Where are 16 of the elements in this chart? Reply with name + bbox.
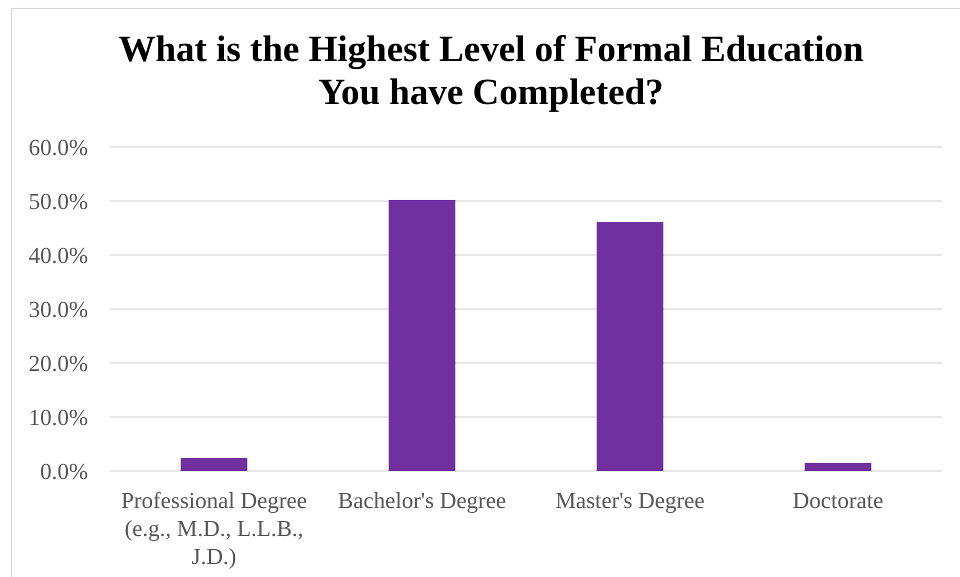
bar <box>388 200 456 471</box>
y-tick-label: 10.0% <box>28 405 88 430</box>
y-tick-label: 50.0% <box>28 189 88 214</box>
bar <box>804 462 872 471</box>
y-tick-label: 40.0% <box>28 243 88 268</box>
x-tick-label: Professional Degree (e.g., M.D., L.L.B., J.D.) <box>121 488 307 569</box>
x-tick-label: Bachelor's Degree <box>338 488 506 513</box>
x-tick-label: Doctorate <box>792 488 884 513</box>
bar <box>596 222 664 471</box>
y-tick-label: 20.0% <box>28 351 88 376</box>
bar <box>180 458 248 471</box>
chart-title: What is the Highest Level of Formal Education You have Completed? <box>118 29 864 113</box>
x-tick-label: Master's Degree <box>555 488 705 513</box>
y-tick-label: 60.0% <box>28 135 88 160</box>
y-tick-label: 30.0% <box>28 297 88 322</box>
y-tick-label: 0.0% <box>40 459 88 484</box>
